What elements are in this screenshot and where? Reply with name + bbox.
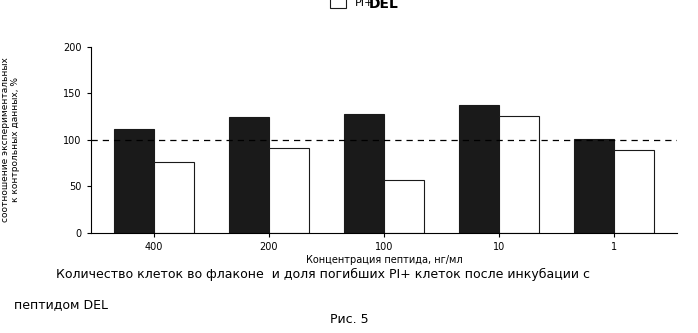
Title: DEL: DEL [369, 0, 399, 11]
Bar [343, 114, 384, 233]
Bar [614, 150, 654, 233]
X-axis label: Концентрация пептида, нг/мл: Концентрация пептида, нг/мл [306, 255, 462, 265]
Bar [154, 162, 194, 233]
Text: Рис. 5: Рис. 5 [329, 313, 369, 326]
Bar [229, 117, 269, 233]
Text: пептидом DEL: пептидом DEL [14, 298, 108, 311]
Bar [574, 139, 614, 233]
Text: соотношение экспериментальных
к контрольных данных, %: соотношение экспериментальных к контроль… [1, 57, 20, 222]
Legend: Кол-во клеток, PI+: Кол-во клеток, PI+ [328, 0, 440, 11]
Bar [114, 129, 154, 233]
Bar [499, 116, 539, 233]
Text: Количество клеток во флаконе  и доля погибших PI+ клеток после инкубации с: Количество клеток во флаконе и доля поги… [56, 268, 590, 281]
Bar [384, 180, 424, 233]
Bar [459, 105, 499, 233]
Bar [269, 148, 309, 233]
